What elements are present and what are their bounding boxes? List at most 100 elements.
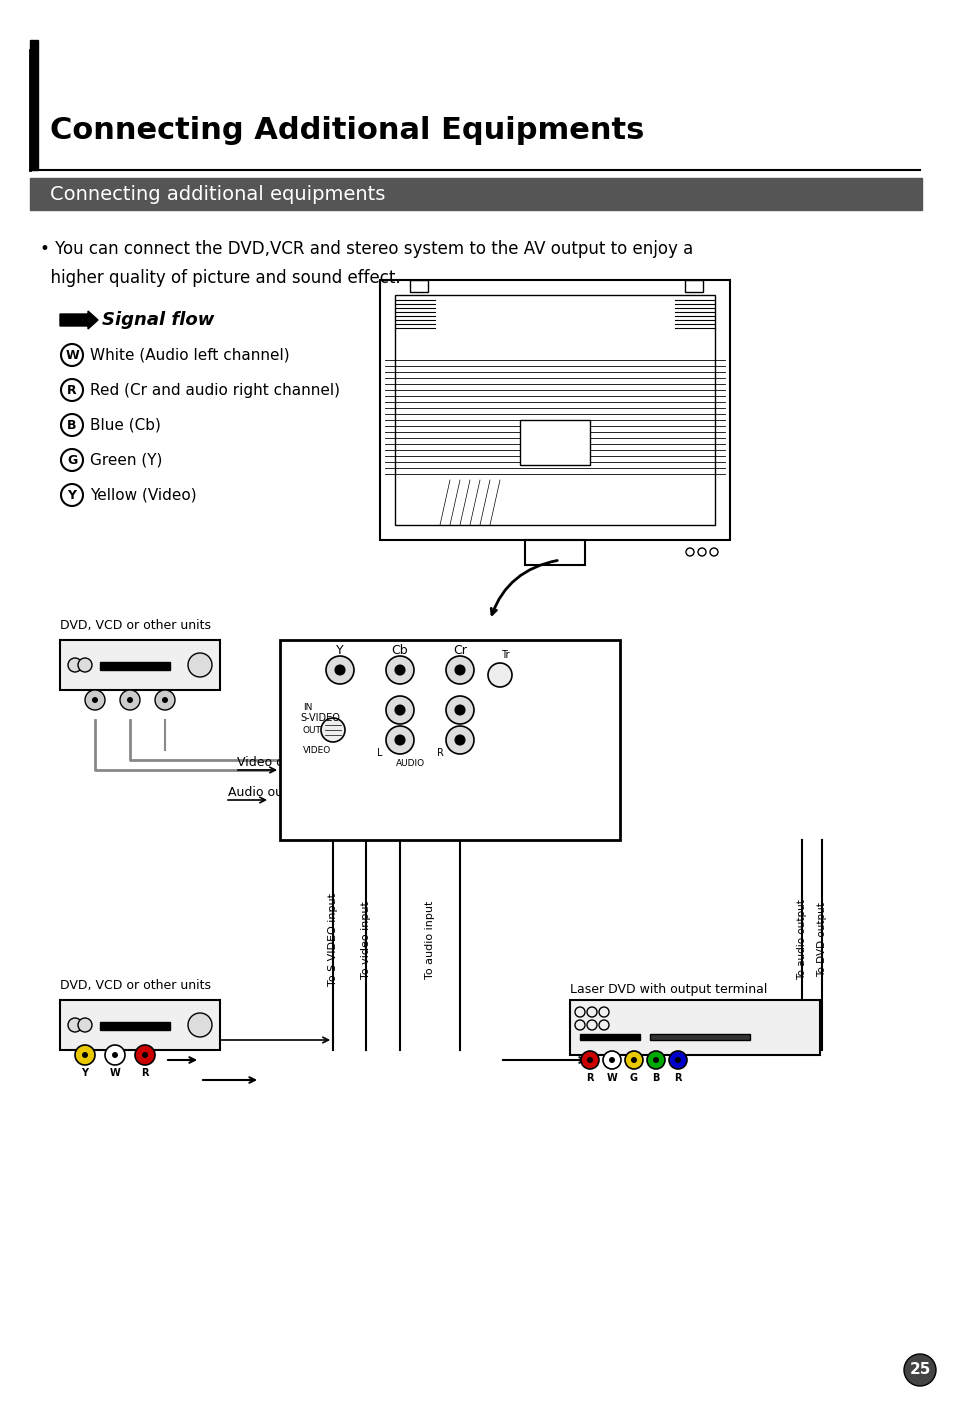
Text: R: R <box>436 748 443 758</box>
Circle shape <box>105 1045 125 1065</box>
Circle shape <box>395 736 405 745</box>
Text: To DVD output: To DVD output <box>816 902 826 978</box>
Text: Red (Cr and audio right channel): Red (Cr and audio right channel) <box>90 382 339 398</box>
Circle shape <box>335 665 345 675</box>
Circle shape <box>668 1051 686 1069</box>
Text: W: W <box>606 1073 617 1083</box>
Circle shape <box>78 1019 91 1033</box>
Text: Y: Y <box>68 489 76 502</box>
Bar <box>100 1021 170 1030</box>
Bar <box>379 280 729 539</box>
Text: 25: 25 <box>908 1363 930 1377</box>
Circle shape <box>455 705 464 715</box>
Circle shape <box>142 1052 148 1058</box>
Text: To audio input: To audio input <box>424 901 435 979</box>
Bar <box>60 640 220 691</box>
Bar <box>519 420 589 465</box>
Circle shape <box>630 1056 637 1063</box>
Circle shape <box>395 665 405 675</box>
Text: OUT: OUT <box>303 726 321 734</box>
Text: B: B <box>652 1073 659 1083</box>
Text: Cr: Cr <box>453 643 466 657</box>
Text: Y: Y <box>335 643 343 657</box>
Bar <box>100 663 170 670</box>
Circle shape <box>675 1056 680 1063</box>
Text: G: G <box>67 454 77 467</box>
Text: Audio output: Audio output <box>228 786 308 799</box>
Text: R: R <box>67 384 77 396</box>
Circle shape <box>608 1056 615 1063</box>
Circle shape <box>455 736 464 745</box>
Text: To audio output: To audio output <box>796 899 806 981</box>
Circle shape <box>120 691 140 710</box>
Text: Green (Y): Green (Y) <box>90 453 162 468</box>
Circle shape <box>68 1019 82 1033</box>
Text: White (Audio left channel): White (Audio left channel) <box>90 347 290 363</box>
Circle shape <box>646 1051 664 1069</box>
Bar <box>579 1034 639 1040</box>
Circle shape <box>602 1051 620 1069</box>
Circle shape <box>395 705 405 715</box>
Text: Connecting additional equipments: Connecting additional equipments <box>50 185 385 203</box>
Text: IN: IN <box>303 702 312 712</box>
Text: Yellow (Video): Yellow (Video) <box>90 488 196 503</box>
Circle shape <box>188 1013 212 1037</box>
Text: B: B <box>67 419 76 432</box>
Circle shape <box>624 1051 642 1069</box>
Bar <box>280 640 619 841</box>
Circle shape <box>652 1056 659 1063</box>
Circle shape <box>320 717 345 743</box>
Text: W: W <box>110 1068 120 1077</box>
Bar <box>30 178 921 210</box>
Circle shape <box>386 696 414 724</box>
Circle shape <box>580 1051 598 1069</box>
Circle shape <box>112 1052 118 1058</box>
Text: AUDIO: AUDIO <box>395 758 424 768</box>
Circle shape <box>127 698 132 703</box>
Text: Signal flow: Signal flow <box>102 311 214 329</box>
Circle shape <box>82 1052 88 1058</box>
Text: G: G <box>629 1073 638 1083</box>
Circle shape <box>85 691 105 710</box>
Bar <box>649 1034 749 1040</box>
Bar <box>60 1000 220 1049</box>
Text: Laser DVD with output terminal: Laser DVD with output terminal <box>569 984 766 996</box>
Circle shape <box>154 691 174 710</box>
Bar <box>684 280 702 291</box>
Text: Y: Y <box>81 1068 89 1077</box>
Text: W: W <box>65 349 79 361</box>
Circle shape <box>586 1056 593 1063</box>
Circle shape <box>326 656 354 684</box>
Circle shape <box>91 698 98 703</box>
Text: Connecting Additional Equipments: Connecting Additional Equipments <box>50 115 643 144</box>
Circle shape <box>446 696 474 724</box>
Circle shape <box>455 665 464 675</box>
Bar <box>395 296 714 525</box>
Circle shape <box>386 726 414 754</box>
Circle shape <box>446 726 474 754</box>
FancyArrow shape <box>60 311 98 329</box>
Text: Video output: Video output <box>236 755 316 769</box>
Text: R: R <box>586 1073 593 1083</box>
Text: L: L <box>376 748 382 758</box>
Circle shape <box>78 658 91 672</box>
Circle shape <box>162 698 168 703</box>
Circle shape <box>386 656 414 684</box>
Text: DVD, VCD or other units: DVD, VCD or other units <box>60 618 211 632</box>
Text: DVD, VCD or other units: DVD, VCD or other units <box>60 978 211 992</box>
Text: Cb: Cb <box>392 643 408 657</box>
Bar <box>30 41 38 170</box>
Text: To S-VIDEO input: To S-VIDEO input <box>328 894 337 986</box>
Circle shape <box>903 1353 935 1386</box>
Circle shape <box>488 663 512 686</box>
Text: S-VIDEO: S-VIDEO <box>299 713 339 723</box>
Circle shape <box>135 1045 154 1065</box>
Text: Blue (Cb): Blue (Cb) <box>90 417 161 433</box>
Circle shape <box>446 656 474 684</box>
Circle shape <box>188 653 212 677</box>
Bar <box>524 539 584 565</box>
Bar <box>569 1000 820 1055</box>
Text: To video input: To video input <box>360 901 371 979</box>
Bar <box>410 280 428 291</box>
Circle shape <box>68 658 82 672</box>
